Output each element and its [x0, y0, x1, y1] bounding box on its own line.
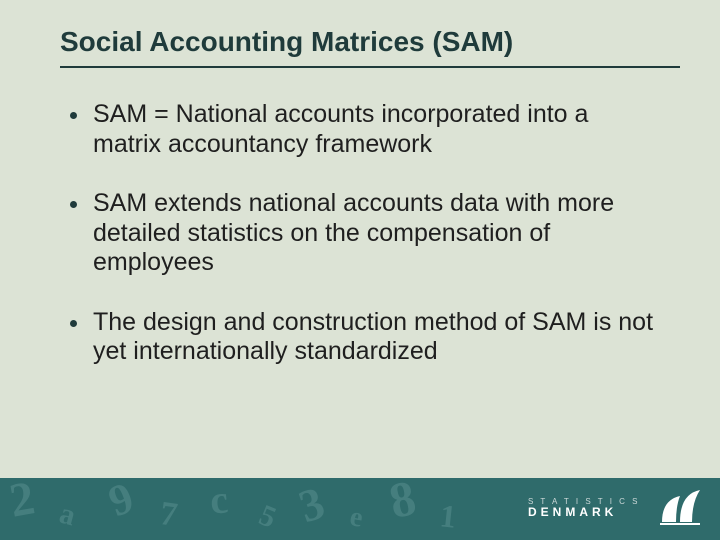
title-rule	[60, 66, 680, 68]
bullet-item: The design and construction method of SA…	[70, 308, 660, 367]
slide: Social Accounting Matrices (SAM) SAM = N…	[0, 0, 720, 540]
bullet-item: SAM extends national accounts data with …	[70, 189, 660, 278]
bullet-text: SAM = National accounts incorporated int…	[93, 100, 660, 159]
brand-line2: DENMARK	[528, 506, 640, 519]
footer-bar: 2a97c53e81 S T A T I S T I C S DENMARK	[0, 478, 720, 540]
bullet-text: The design and construction method of SA…	[93, 308, 660, 367]
slide-title: Social Accounting Matrices (SAM)	[60, 26, 680, 64]
bullet-dot-icon	[70, 320, 77, 327]
bullet-item: SAM = National accounts incorporated int…	[70, 100, 660, 159]
content-area: SAM = National accounts incorporated int…	[70, 100, 660, 397]
bullet-text: SAM extends national accounts data with …	[93, 189, 660, 278]
footer-brand: S T A T I S T I C S DENMARK	[528, 488, 702, 528]
logo-icon	[658, 488, 702, 528]
bullet-dot-icon	[70, 201, 77, 208]
brand-text: S T A T I S T I C S DENMARK	[528, 498, 640, 519]
title-area: Social Accounting Matrices (SAM)	[60, 26, 680, 68]
bullet-dot-icon	[70, 112, 77, 119]
